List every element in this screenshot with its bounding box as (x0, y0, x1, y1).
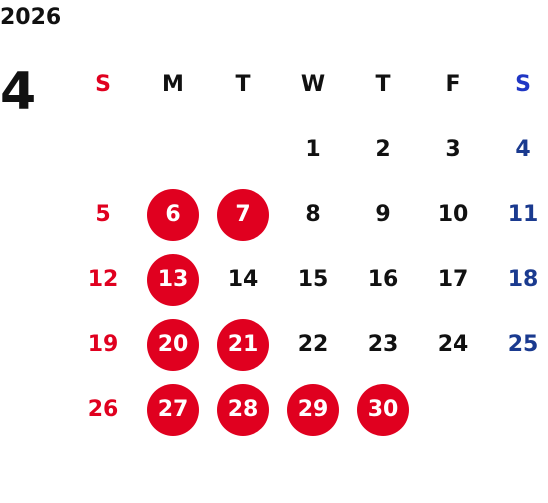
day-number: 3 (445, 137, 461, 162)
empty-day-cell (488, 377, 548, 442)
day-cell: 23 (348, 312, 418, 377)
month-label: 4 (0, 62, 37, 122)
day-number: 24 (437, 332, 469, 357)
day-number (217, 124, 269, 176)
day-cell: 9 (348, 182, 418, 247)
day-cell: 15 (278, 247, 348, 312)
day-number: 27 (147, 383, 199, 436)
day-cell: 7 (208, 182, 278, 247)
empty-day-cell (208, 117, 278, 182)
day-number: 15 (297, 267, 329, 292)
day-number: 30 (357, 383, 409, 436)
day-number (147, 124, 199, 176)
day-cell: 26 (68, 377, 138, 442)
day-cell: 28 (208, 377, 278, 442)
day-number: 26 (87, 397, 119, 422)
weekday-friday: F (445, 72, 461, 97)
day-number: 1 (305, 137, 321, 162)
day-number: 9 (375, 202, 391, 227)
day-number: 16 (367, 267, 399, 292)
day-cell: 22 (278, 312, 348, 377)
day-number: 18 (507, 267, 539, 292)
day-number (427, 384, 479, 436)
day-cell: 20 (138, 312, 208, 377)
weekday-tuesday: T (235, 72, 251, 97)
day-number: 17 (437, 267, 469, 292)
day-cell: 6 (138, 182, 208, 247)
day-number: 8 (305, 202, 321, 227)
weekday-thursday: T (375, 72, 391, 97)
day-number: 22 (297, 332, 329, 357)
empty-day-cell (138, 117, 208, 182)
day-cell: 3 (418, 117, 488, 182)
day-number: 10 (437, 202, 469, 227)
day-cell: 14 (208, 247, 278, 312)
day-cell: 25 (488, 312, 548, 377)
day-number: 23 (367, 332, 399, 357)
day-cell: 24 (418, 312, 488, 377)
weekday-saturday: S (515, 72, 531, 97)
day-number (497, 384, 548, 436)
day-cell: 1 (278, 117, 348, 182)
day-cell: 16 (348, 247, 418, 312)
day-cell: 11 (488, 182, 548, 247)
day-number (77, 124, 129, 176)
day-number: 25 (507, 332, 539, 357)
day-number: 19 (87, 332, 119, 357)
day-cell: 19 (68, 312, 138, 377)
day-number: 13 (147, 253, 199, 306)
day-number: 14 (227, 267, 259, 292)
day-cell: 30 (348, 377, 418, 442)
day-cell: 8 (278, 182, 348, 247)
day-cell: 29 (278, 377, 348, 442)
day-cell: 13 (138, 247, 208, 312)
day-number: 29 (287, 383, 339, 436)
day-number: 21 (217, 318, 269, 371)
weekday-monday: M (162, 72, 184, 97)
day-number: 11 (507, 202, 539, 227)
day-number: 6 (147, 188, 199, 241)
day-number: 4 (515, 137, 531, 162)
empty-day-cell (68, 117, 138, 182)
year-label: 2026 (0, 5, 62, 30)
day-number: 28 (217, 383, 269, 436)
day-number: 2 (375, 137, 391, 162)
weekday-sunday: S (95, 72, 111, 97)
day-cell: 4 (488, 117, 548, 182)
day-cell: 27 (138, 377, 208, 442)
calendar-grid: S M T W T F S 1 2 3 4 5 6 7 8 9 10 11 12 13 14 15 16 17 1… (68, 52, 548, 442)
day-cell: 5 (68, 182, 138, 247)
day-cell: 21 (208, 312, 278, 377)
day-number: 20 (147, 318, 199, 371)
day-number: 12 (87, 267, 119, 292)
day-cell: 17 (418, 247, 488, 312)
day-number: 7 (217, 188, 269, 241)
day-cell: 10 (418, 182, 488, 247)
day-number: 5 (95, 202, 111, 227)
day-cell: 2 (348, 117, 418, 182)
day-cell: 12 (68, 247, 138, 312)
day-cell: 18 (488, 247, 548, 312)
empty-day-cell (418, 377, 488, 442)
weekday-wednesday: W (300, 72, 326, 97)
